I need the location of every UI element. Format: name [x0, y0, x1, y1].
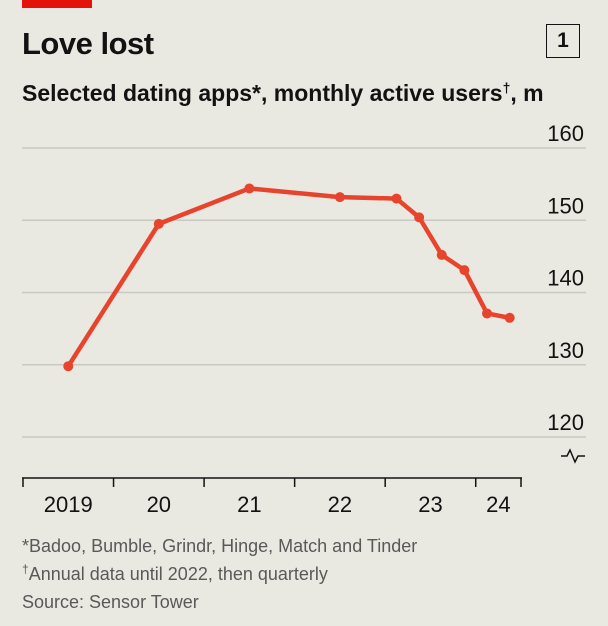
brand-tag: [22, 0, 92, 8]
footnote-data: †Annual data until 2022, then quarterly: [22, 560, 417, 588]
footnote-data-mark: †: [22, 562, 29, 576]
chart-number-badge: 1: [546, 24, 580, 58]
data-point-5: [414, 212, 425, 223]
subtitle-dagger: †: [502, 79, 511, 96]
x-tick-label-2019: 2019: [44, 492, 93, 517]
axis-break-icon: [561, 448, 585, 464]
chart-title: Love lost: [22, 26, 154, 61]
data-point-2: [244, 183, 255, 194]
footnote-apps: *Badoo, Bumble, Grindr, Hinge, Match and…: [22, 532, 417, 560]
footnotes: *Badoo, Bumble, Grindr, Hinge, Match and…: [22, 532, 417, 616]
x-tick-label-23: 23: [418, 492, 442, 517]
y-tick-label-120: 120: [547, 410, 584, 435]
data-point-6: [436, 249, 447, 260]
footnote-apps-text: Badoo, Bumble, Grindr, Hinge, Match and …: [29, 536, 418, 556]
source-note: Source: Sensor Tower: [22, 592, 199, 612]
y-tick-label-150: 150: [547, 193, 584, 218]
x-tick-label-21: 21: [237, 492, 261, 517]
data-point-7: [459, 265, 470, 276]
data-point-4: [391, 193, 402, 204]
data-point-8: [482, 308, 493, 319]
line-chart: 120 130 140 150 160 2019 20 21 22 23 24: [22, 121, 586, 517]
subtitle-text: Selected dating apps*, monthly active us…: [22, 80, 503, 106]
data-point-0: [63, 361, 74, 372]
chart-subtitle: Selected dating apps*, monthly active us…: [22, 80, 544, 107]
x-tick-label-22: 22: [328, 492, 352, 517]
y-tick-label-130: 130: [547, 338, 584, 363]
y-tick-label-160: 160: [547, 121, 584, 146]
x-tick-label-20: 20: [147, 492, 171, 517]
data-point-9: [504, 312, 515, 323]
data-point-1: [153, 218, 164, 229]
series-line-0: [66, 186, 512, 369]
data-point-3: [334, 192, 345, 203]
subtitle-unit: , m: [510, 80, 544, 106]
footnote-apps-mark: *: [22, 536, 30, 556]
y-tick-label-140: 140: [547, 266, 584, 291]
x-tick-label-24: 24: [486, 492, 510, 517]
footnote-data-text: Annual data until 2022, then quarterly: [28, 564, 328, 584]
